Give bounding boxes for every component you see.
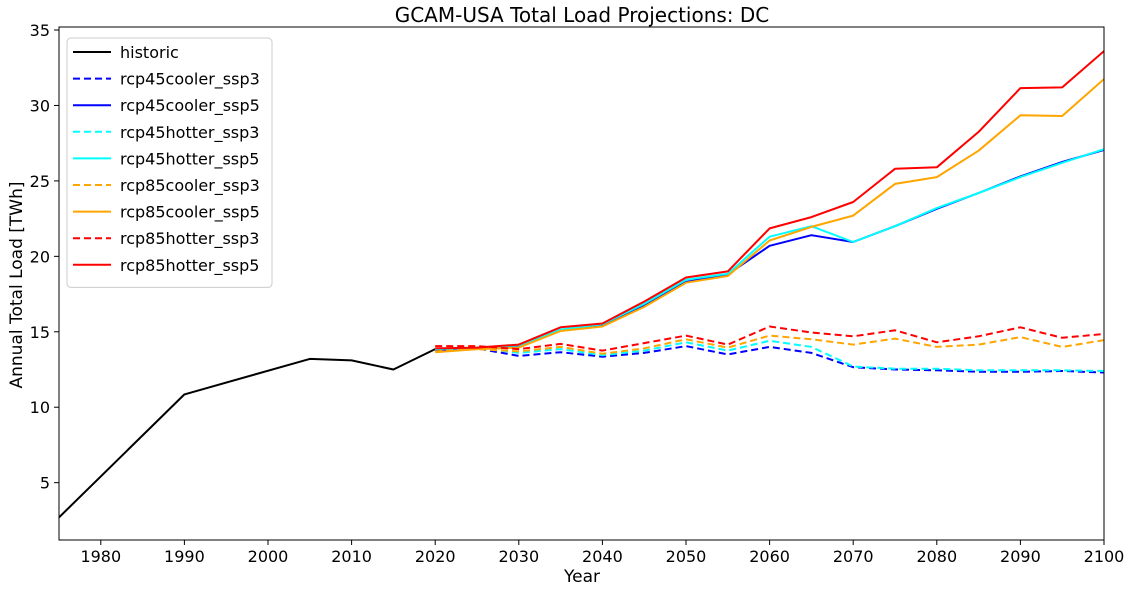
x-tick-label: 2030 (498, 547, 539, 566)
legend-label-rcp45hotter_ssp3: rcp45hotter_ssp3 (120, 123, 259, 143)
x-tick-label: 2100 (1084, 547, 1125, 566)
series-line-rcp85cooler_ssp5 (435, 78, 1104, 354)
y-tick-label: 5 (40, 474, 50, 493)
legend-box (66, 37, 273, 288)
x-tick-label: 2070 (833, 547, 874, 566)
series-line-rcp45hotter_ssp5 (435, 148, 1104, 351)
y-tick-label: 20 (30, 247, 50, 266)
y-tick-label: 15 (30, 323, 50, 342)
legend: historic rcp45cooler_ssp3 rcp45cooler_ssp5… (66, 37, 273, 288)
x-tick-label: 2050 (666, 547, 707, 566)
y-tick-label: 30 (30, 96, 50, 115)
series-line-rcp45hotter_ssp3 (435, 339, 1104, 372)
x-tick-label: 2080 (916, 547, 957, 566)
y-axis: 5 10 15 20 25 30 35 (30, 21, 59, 493)
y-tick-label: 10 (30, 398, 50, 417)
y-tick-label: 35 (30, 21, 50, 40)
x-tick-label: 2060 (749, 547, 790, 566)
series-line-rcp45cooler_ssp3 (435, 345, 1104, 374)
x-tick-label: 1980 (80, 547, 121, 566)
chart-title: GCAM-USA Total Load Projections: DC (395, 3, 770, 27)
y-axis-label: Annual Total Load [TWh] (7, 181, 27, 388)
legend-label-rcp45cooler_ssp3: rcp45cooler_ssp3 (120, 70, 260, 90)
legend-label-rcp85hotter_ssp3: rcp85hotter_ssp3 (120, 229, 259, 249)
legend-label-rcp45cooler_ssp5: rcp45cooler_ssp5 (120, 96, 260, 116)
plot-frame (58, 26, 1105, 541)
series-line-rcp45cooler_ssp5 (435, 149, 1104, 351)
series-line-rcp85hotter_ssp5 (435, 50, 1104, 350)
x-tick-label: 1990 (164, 547, 205, 566)
x-tick-label: 2010 (331, 547, 372, 566)
legend-label-historic: historic (120, 43, 179, 62)
series-line-historic (59, 348, 436, 519)
x-axis: 1980 1990 2000 2010 2020 2030 2040 2050 2060 2070… (80, 540, 1124, 566)
series-line-rcp85hotter_ssp3 (435, 325, 1104, 352)
legend-label-rcp85cooler_ssp5: rcp85cooler_ssp5 (120, 203, 260, 223)
series-line-rcp85cooler_ssp3 (435, 334, 1104, 355)
x-axis-label: Year (563, 567, 600, 587)
y-tick-label: 25 (30, 172, 50, 191)
x-tick-label: 2000 (248, 547, 289, 566)
legend-label-rcp85hotter_ssp5: rcp85hotter_ssp5 (120, 256, 259, 276)
legend-label-rcp45hotter_ssp5: rcp45hotter_ssp5 (120, 149, 259, 169)
x-tick-label: 2040 (582, 547, 623, 566)
plot-lines (59, 50, 1104, 519)
x-tick-label: 2090 (1000, 547, 1041, 566)
legend-label-rcp85cooler_ssp3: rcp85cooler_ssp3 (120, 176, 260, 196)
x-tick-label: 2020 (415, 547, 456, 566)
